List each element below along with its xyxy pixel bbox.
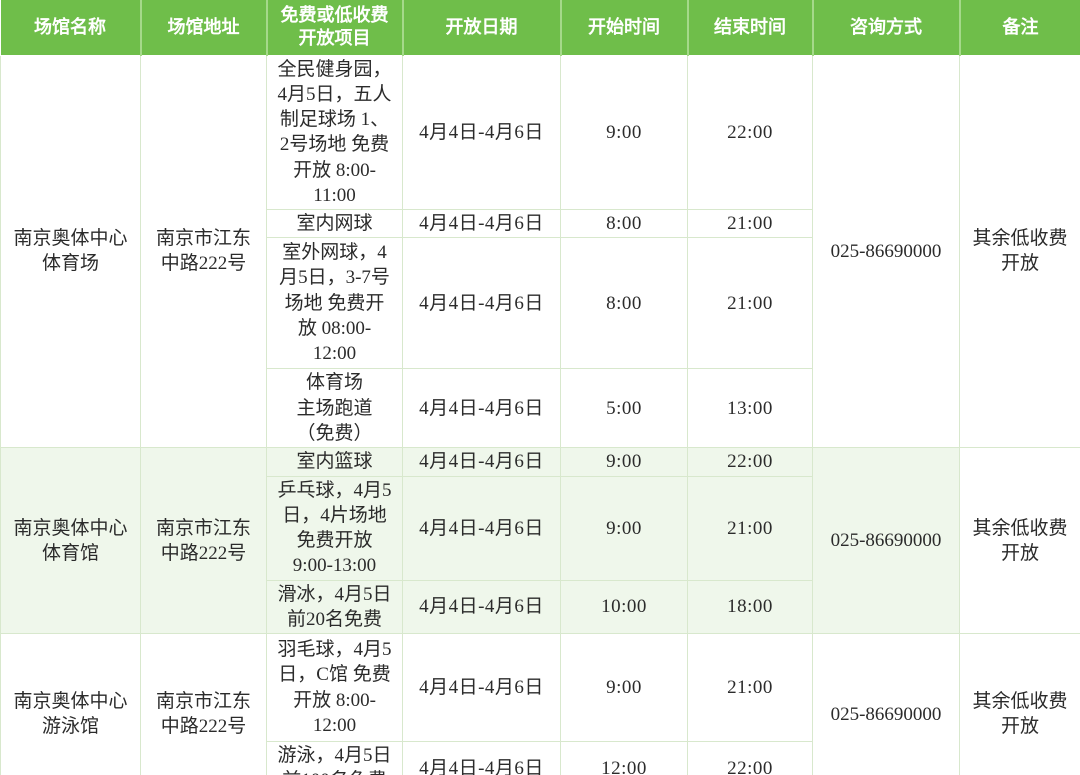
project-cell: 滑冰，4月5日 前20名免费: [266, 579, 403, 635]
end-time-cell: 13:00: [687, 368, 813, 449]
start-time-cell: 10:00: [560, 579, 688, 635]
start-time-cell: 5:00: [560, 368, 688, 449]
project-cell: 羽毛球，4月5 日，C馆 免费 开放 8:00- 12:00: [266, 633, 403, 743]
col-header-venue-address: 场馆地址: [139, 0, 267, 56]
col-header-remark: 备注: [958, 0, 1080, 56]
phone-cell: 025-86690000: [812, 447, 960, 635]
end-time-cell: 22:00: [687, 54, 813, 211]
end-time-cell: 21:00: [687, 209, 813, 239]
table-row: 南京奥体中心 体育馆 南京市江东 中路222号 室内篮球 4月4日-4月6日 9…: [0, 447, 1080, 635]
project-cell: 体育场 主场跑道 （免费）: [266, 368, 403, 449]
venue-name-cell: 南京奥体中心 体育场: [0, 54, 141, 449]
open-date-cell: 4月4日-4月6日: [402, 54, 561, 211]
start-time-cell: 9:00: [560, 447, 688, 477]
phone-cell: 025-86690000: [812, 633, 960, 775]
open-date-cell: 4月4日-4月6日: [402, 209, 561, 239]
venue-name-cell: 南京奥体中心 游泳馆: [0, 633, 141, 775]
table-header-row: 场馆名称 场馆地址 免费或低收费 开放项目 开放日期 开始时间 结束时间 咨询方…: [0, 0, 1080, 56]
table-row: 南京奥体中心 游泳馆 南京市江东 中路222号 羽毛球，4月5 日，C馆 免费 …: [0, 633, 1080, 775]
start-time-cell: 8:00: [560, 209, 688, 239]
remark-cell: 其余低收费 开放: [959, 633, 1080, 775]
end-time-cell: 22:00: [687, 741, 813, 775]
venue-address-cell: 南京市江东 中路222号: [140, 54, 267, 449]
project-cell: 全民健身园， 4月5日，五人 制足球场 1、 2号场地 免费 开放 8:00- …: [266, 54, 403, 211]
open-date-cell: 4月4日-4月6日: [402, 368, 561, 449]
start-time-cell: 9:00: [560, 475, 688, 581]
venue-address-cell: 南京市江东 中路222号: [140, 633, 267, 775]
venue-address-cell: 南京市江东 中路222号: [140, 447, 267, 635]
start-time-cell: 9:00: [560, 54, 688, 211]
open-date-cell: 4月4日-4月6日: [402, 741, 561, 775]
open-date-cell: 4月4日-4月6日: [402, 447, 561, 477]
col-header-end-time: 结束时间: [686, 0, 813, 56]
open-date-cell: 4月4日-4月6日: [402, 237, 561, 370]
open-date-cell: 4月4日-4月6日: [402, 475, 561, 581]
end-time-cell: 18:00: [687, 579, 813, 635]
end-time-cell: 21:00: [687, 237, 813, 370]
end-time-cell: 21:00: [687, 633, 813, 743]
start-time-cell: 9:00: [560, 633, 688, 743]
project-cell: 室内网球: [266, 209, 403, 239]
end-time-cell: 22:00: [687, 447, 813, 477]
table-row: 室内网球 4月4日-4月6日 8:00 21:00: [1, 209, 1080, 239]
col-header-start-time: 开始时间: [559, 0, 688, 56]
table-row: 体育场 主场跑道 （免费） 4月4日-4月6日 5:00 13:00: [1, 368, 1080, 449]
venue-name-cell: 南京奥体中心 体育馆: [0, 447, 141, 635]
open-date-cell: 4月4日-4月6日: [402, 633, 561, 743]
col-header-free-projects: 免费或低收费 开放项目: [265, 0, 403, 56]
table-row: 滑冰，4月5日 前20名免费 4月4日-4月6日 10:00 18:00: [1, 579, 1080, 635]
project-cell: 游泳，4月5日 前100名免费: [266, 741, 403, 775]
remark-cell: 其余低收费 开放: [959, 54, 1080, 449]
project-cell: 乒乓球，4月5 日，4片场地 免费开放 9:00-13:00: [266, 475, 403, 581]
table-row: 室外网球，4 月5日，3-7号 场地 免费开 放 08:00- 12:00 4月…: [1, 237, 1080, 370]
table-row: 南京奥体中心 体育场 南京市江东 中路222号 全民健身园， 4月5日，五人 制…: [0, 54, 1080, 449]
project-cell: 室外网球，4 月5日，3-7号 场地 免费开 放 08:00- 12:00: [266, 237, 403, 370]
project-cell: 室内篮球: [266, 447, 403, 477]
remark-cell: 其余低收费 开放: [959, 447, 1080, 635]
phone-cell: 025-86690000: [812, 54, 960, 449]
start-time-cell: 12:00: [560, 741, 688, 775]
open-date-cell: 4月4日-4月6日: [402, 579, 561, 635]
table-row: 游泳，4月5日 前100名免费 4月4日-4月6日 12:00 22:00: [1, 741, 1080, 775]
col-header-contact: 咨询方式: [811, 0, 960, 56]
table-row: 乒乓球，4月5 日，4片场地 免费开放 9:00-13:00 4月4日-4月6日…: [1, 475, 1080, 581]
end-time-cell: 21:00: [687, 475, 813, 581]
start-time-cell: 8:00: [560, 237, 688, 370]
col-header-venue-name: 场馆名称: [0, 0, 141, 56]
col-header-open-date: 开放日期: [401, 0, 561, 56]
